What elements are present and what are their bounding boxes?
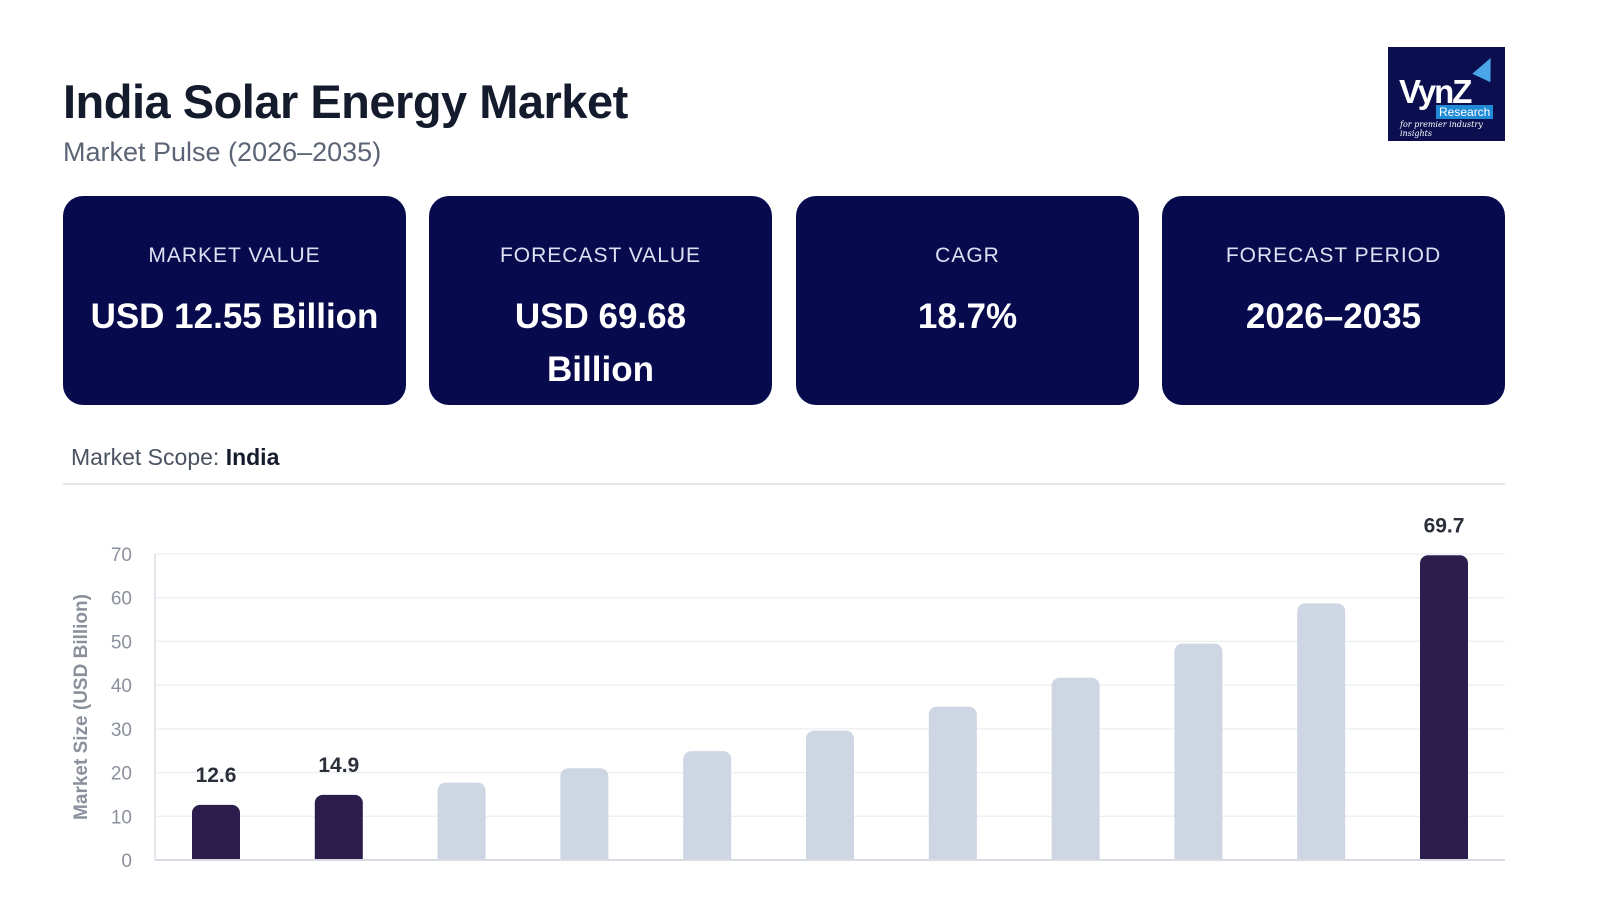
scope-label: Market Scope: xyxy=(71,444,220,470)
divider xyxy=(63,483,1505,485)
page-subtitle: Market Pulse (2026–2035) xyxy=(63,137,382,167)
forecast-value-card: FORECAST VALUE USD 69.68 Billion xyxy=(429,196,772,405)
data-label: 69.7 xyxy=(1424,514,1465,537)
bar xyxy=(314,794,363,868)
card-label: FORECAST PERIOD xyxy=(1225,244,1442,267)
data-label: 12.6 xyxy=(196,764,237,787)
vynz-logo: VynZ Research for premier industry insig… xyxy=(1388,47,1505,141)
data-label: 14.9 xyxy=(318,754,359,777)
y-axis-label: Market Size (USD Billion) xyxy=(71,594,92,820)
market-value-card: MARKET VALUE USD 12.55 Billion xyxy=(63,196,406,405)
y-tick-label: 60 xyxy=(111,589,132,610)
card-value: USD 69.68 Billion xyxy=(514,297,687,389)
logo-text: VynZ xyxy=(1399,73,1472,110)
cagr-card: CAGR 18.7% xyxy=(796,196,1139,405)
y-tick-label: 70 xyxy=(111,545,132,566)
y-tick-label: 10 xyxy=(111,807,132,828)
baseline-mask xyxy=(156,861,1506,900)
y-tick-label: 40 xyxy=(111,676,132,697)
bar xyxy=(1420,555,1468,868)
card-label: FORECAST VALUE xyxy=(499,244,702,267)
card-value: 18.7% xyxy=(917,297,1018,336)
y-tick-label: 30 xyxy=(111,720,132,741)
logo-sub: Research xyxy=(1436,105,1494,119)
y-tick-label: 20 xyxy=(111,764,132,785)
bar xyxy=(683,751,732,868)
bar xyxy=(560,768,609,868)
card-label: CAGR xyxy=(935,244,1000,267)
market-scope: Market Scope: India xyxy=(71,444,279,471)
card-label: MARKET VALUE xyxy=(148,244,321,267)
forecast-period-card: FORECAST PERIOD 2026–2035 xyxy=(1162,196,1505,405)
y-tick-label: 50 xyxy=(111,632,132,653)
bar xyxy=(806,730,854,868)
bar xyxy=(192,804,240,868)
card-value: 2026–2035 xyxy=(1245,297,1422,336)
bar xyxy=(1297,603,1346,868)
scope-value: India xyxy=(225,444,280,470)
bar xyxy=(1174,643,1223,868)
y-tick-label: 0 xyxy=(121,851,132,872)
page-title: India Solar Energy Market xyxy=(63,75,628,128)
bar xyxy=(928,706,977,868)
logo-tagline: for premier industry insights xyxy=(1400,120,1483,138)
card-value: USD 12.55 Billion xyxy=(90,297,379,336)
bar xyxy=(1051,677,1100,868)
bar xyxy=(437,782,486,868)
